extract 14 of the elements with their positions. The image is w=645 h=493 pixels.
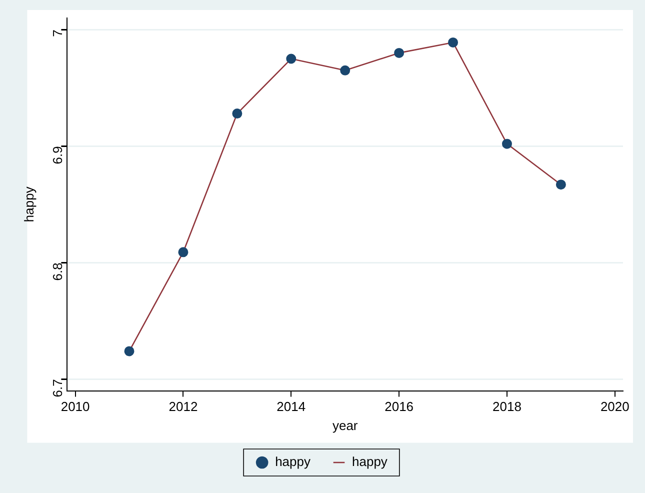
x-tick-label: 2014 [276, 399, 306, 414]
legend-label: happy [275, 454, 311, 470]
y-tick-label: 7 [50, 30, 65, 37]
x-tick-label: 2012 [168, 399, 198, 414]
y-tick-label: 6.8 [50, 262, 65, 281]
y-axis-title: happy [21, 186, 36, 222]
y-tick-label: 6.9 [50, 146, 65, 164]
x-tick-label: 2016 [384, 399, 414, 414]
y-tick-label: 6.7 [50, 379, 65, 398]
x-tick-label: 2020 [600, 399, 630, 414]
x-tick-label: 2018 [492, 399, 522, 414]
legend-label: happy [352, 454, 388, 470]
x-axis-title: year [332, 418, 358, 433]
x-tick-label: 2010 [60, 399, 90, 414]
